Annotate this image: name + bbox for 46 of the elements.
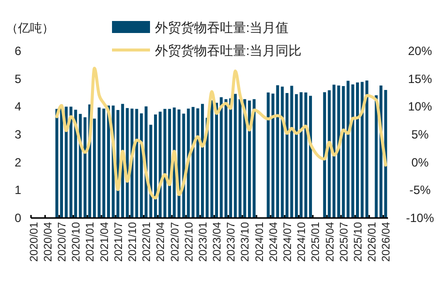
y-axis-title: （亿吨） [6, 21, 54, 35]
y2-tick-label: 5% [411, 128, 429, 142]
x-tick-label: 2021/04 [98, 222, 111, 262]
x-tick-label: 2025/10 [352, 222, 364, 262]
line-series [55, 66, 388, 200]
x-tick-label: 2024/01 [254, 222, 266, 262]
x-tick-label: 2020/07 [56, 222, 69, 262]
y-tick-label: 6 [14, 44, 22, 58]
x-tick-label: 2026/01 [366, 222, 379, 262]
x-tick-label: 2026/04 [380, 222, 393, 262]
bar [323, 92, 326, 218]
y2-tick-label: 0% [411, 155, 429, 170]
legend-label: 外贸货物吞吐量:当月同比 [155, 43, 302, 58]
x-tick-label: 2020/10 [70, 222, 83, 262]
y-tick-label: 4 [14, 100, 22, 114]
x-tick-label: 2021/07 [112, 222, 125, 262]
x-tick-label: 2024/07 [282, 222, 294, 262]
x-tick-label: 2023/04 [212, 222, 224, 262]
y2-tick-label: 20% [408, 44, 432, 58]
x-tick-label: 2025/04 [324, 222, 336, 262]
x-tick-label: 2023/07 [226, 222, 238, 262]
x-tick-label: 2024/04 [268, 222, 280, 262]
legend-label: 外贸货物吞吐量:当月值 [155, 20, 289, 35]
x-tick-label: 2022/07 [169, 222, 182, 262]
x-tick-label: 2022/10 [183, 222, 196, 262]
y-tick-label: 3 [14, 128, 22, 142]
x-tick-label: 2022/04 [155, 222, 168, 262]
y2-tick-label: 10% [408, 100, 432, 114]
y2-tick-label: 15% [408, 72, 432, 86]
x-tick-label: 2024/10 [296, 222, 308, 262]
y2-tick-label: -5% [409, 183, 431, 198]
y2-tick-label: -10% [406, 211, 434, 225]
x-tick-label: 2025/01 [310, 222, 322, 262]
y-tick-label: 5 [14, 72, 22, 86]
x-tick-label: 2020/04 [42, 222, 54, 262]
x-tick-label: 2020/01 [28, 222, 40, 262]
x-tick-label: 2023/01 [197, 222, 210, 262]
y-tick-label: 1 [14, 183, 22, 198]
x-tick-label: 2025/07 [338, 222, 350, 262]
x-tick-label: 2022/01 [141, 222, 154, 262]
y-tick-label: 2 [14, 155, 22, 170]
y-tick-label: 0 [14, 211, 22, 225]
x-tick-label: 2023/10 [240, 222, 252, 262]
bar [365, 80, 368, 218]
x-tick-label: 2021/10 [126, 222, 139, 262]
x-tick-label: 2021/01 [84, 222, 97, 262]
